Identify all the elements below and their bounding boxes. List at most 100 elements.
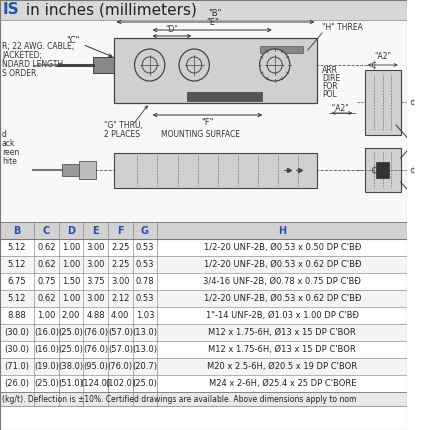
Text: B: B <box>13 225 21 236</box>
Text: "A2": "A2" <box>327 104 353 113</box>
Text: 0.62: 0.62 <box>37 260 55 269</box>
Text: (16.0): (16.0) <box>34 345 59 354</box>
Bar <box>0 392 407 406</box>
Text: (13.0): (13.0) <box>132 328 157 337</box>
Text: (kg/t). Deflection is ±10%. Certified drawings are available. Above dimensions a: (kg/t). Deflection is ±10%. Certified dr… <box>2 394 356 403</box>
Bar <box>61 164 79 176</box>
Text: 1/2-20 UNF-2B, Ø0.53 x 0.62 DP C'BÐ: 1/2-20 UNF-2B, Ø0.53 x 0.62 DP C'BÐ <box>203 260 361 269</box>
Text: NDARD LENGTH: NDARD LENGTH <box>2 60 63 69</box>
Text: ¢: ¢ <box>409 166 415 175</box>
Text: 2.25: 2.25 <box>111 243 129 252</box>
Circle shape <box>179 49 209 81</box>
Bar <box>261 46 303 53</box>
Text: 5.12: 5.12 <box>8 294 26 303</box>
Text: (71.0): (71.0) <box>5 362 30 371</box>
Bar <box>0 222 407 239</box>
Text: M20 x 2.5-6H, Ø20.5 x 19 DP C'BOR: M20 x 2.5-6H, Ø20.5 x 19 DP C'BOR <box>207 362 357 371</box>
Text: (30.0): (30.0) <box>5 328 30 337</box>
Bar <box>0 256 407 273</box>
Text: (76.0): (76.0) <box>108 362 133 371</box>
Text: in inches (millimeters): in inches (millimeters) <box>21 3 197 18</box>
Text: 3.00: 3.00 <box>86 294 105 303</box>
Text: S ORDER.: S ORDER. <box>2 69 38 78</box>
Text: 1/2-20 UNF-2B, Ø0.53 x 0.50 DP C'BÐ: 1/2-20 UNF-2B, Ø0.53 x 0.50 DP C'BÐ <box>203 243 361 252</box>
Text: C: C <box>43 225 50 236</box>
Text: (76.0): (76.0) <box>83 328 108 337</box>
Bar <box>79 161 95 179</box>
Circle shape <box>267 57 282 73</box>
Text: 1.03: 1.03 <box>136 311 154 320</box>
Text: (13.0): (13.0) <box>132 345 157 354</box>
Bar <box>0 341 407 358</box>
Text: 5.12: 5.12 <box>8 243 26 252</box>
Text: (102.0): (102.0) <box>105 379 135 388</box>
Text: G: G <box>141 225 149 236</box>
Text: 0.62: 0.62 <box>37 243 55 252</box>
Text: 0.62: 0.62 <box>37 294 55 303</box>
Text: 3.75: 3.75 <box>86 277 105 286</box>
Text: 2.00: 2.00 <box>62 311 80 320</box>
Text: (25.0): (25.0) <box>58 345 83 354</box>
Text: reen: reen <box>2 148 19 157</box>
Text: "C": "C" <box>66 36 112 57</box>
Text: 2 PLACES: 2 PLACES <box>104 130 140 139</box>
Bar <box>0 239 407 256</box>
Bar <box>0 20 407 222</box>
Text: 6.75: 6.75 <box>8 277 26 286</box>
Text: (124.0): (124.0) <box>80 379 111 388</box>
Bar <box>0 273 407 290</box>
Text: (30.0): (30.0) <box>5 345 30 354</box>
Bar <box>93 57 114 73</box>
Text: JACKETED;: JACKETED; <box>2 51 42 60</box>
Text: 5.12: 5.12 <box>8 260 26 269</box>
Text: (38.0): (38.0) <box>58 362 83 371</box>
Text: 0.53: 0.53 <box>136 260 154 269</box>
Text: R; 22 AWG. CABLE,: R; 22 AWG. CABLE, <box>2 42 74 51</box>
Text: 2.25: 2.25 <box>111 260 129 269</box>
Bar <box>114 153 317 188</box>
Text: 0.53: 0.53 <box>136 243 154 252</box>
Bar <box>0 375 407 392</box>
Text: 3/4-16 UNF-2B, Ø0.78 x 0.75 DP C'BÐ: 3/4-16 UNF-2B, Ø0.78 x 0.75 DP C'BÐ <box>203 277 361 286</box>
Text: (19.0): (19.0) <box>34 362 59 371</box>
Text: (16.0): (16.0) <box>34 328 59 337</box>
Text: (20.7): (20.7) <box>132 362 157 371</box>
Text: (76.0): (76.0) <box>83 345 108 354</box>
Text: "F": "F" <box>201 118 214 127</box>
Text: 1.00: 1.00 <box>62 294 80 303</box>
Text: E: E <box>92 225 99 236</box>
Text: POL: POL <box>322 90 337 99</box>
Text: 3.00: 3.00 <box>111 277 129 286</box>
Text: ¢: ¢ <box>370 60 377 70</box>
Bar <box>0 290 407 307</box>
Bar <box>365 70 401 135</box>
Text: 4.00: 4.00 <box>111 311 129 320</box>
Text: ack: ack <box>2 139 15 148</box>
Bar <box>0 0 407 20</box>
Text: "E": "E" <box>206 18 218 27</box>
Text: "A2": "A2" <box>374 52 391 61</box>
Text: DIRE: DIRE <box>322 74 340 83</box>
Bar <box>365 148 401 192</box>
Text: ¢: ¢ <box>370 165 377 175</box>
Text: (25.0): (25.0) <box>34 379 59 388</box>
Bar <box>187 92 262 101</box>
Text: 1.50: 1.50 <box>62 277 80 286</box>
Text: ¢: ¢ <box>409 98 415 107</box>
Text: 3.00: 3.00 <box>86 260 105 269</box>
Text: (26.0): (26.0) <box>5 379 30 388</box>
Text: 0.78: 0.78 <box>135 277 154 286</box>
Bar <box>114 38 317 103</box>
Text: D: D <box>67 225 75 236</box>
Text: "B": "B" <box>209 9 222 18</box>
Circle shape <box>260 49 290 81</box>
Text: (57.0): (57.0) <box>108 328 133 337</box>
Text: MOUNTING SURFACE: MOUNTING SURFACE <box>161 130 240 139</box>
Text: H: H <box>278 225 286 236</box>
Bar <box>376 162 389 178</box>
Text: 4.88: 4.88 <box>86 311 105 320</box>
Bar <box>0 358 407 375</box>
Text: 3.00: 3.00 <box>86 243 105 252</box>
Circle shape <box>135 49 165 81</box>
Text: (25.0): (25.0) <box>58 328 83 337</box>
